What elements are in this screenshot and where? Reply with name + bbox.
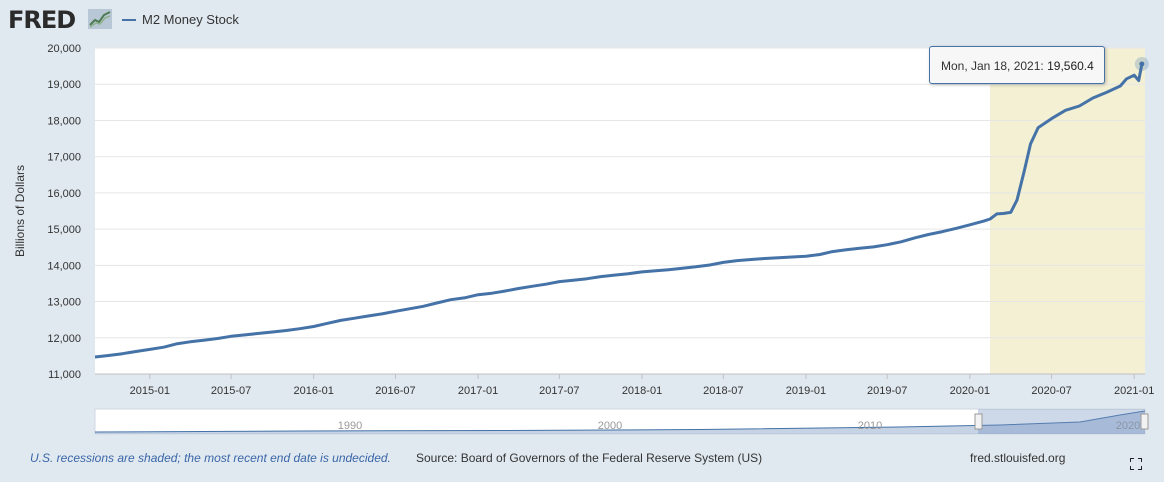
fullscreen-icon[interactable] [1130, 458, 1142, 470]
y-tick-label: 16,000 [47, 188, 81, 200]
x-tick-label: 2018-01 [622, 385, 662, 397]
navigator-series-area [95, 411, 1145, 434]
navigator-label: 2010 [858, 420, 882, 432]
x-tick-label: 2018-07 [703, 385, 743, 397]
x-tick-label: 2015-01 [130, 385, 170, 397]
y-tick-label: 14,000 [47, 260, 81, 272]
y-tick-label: 19,000 [47, 79, 81, 91]
navigator-selection [978, 409, 1145, 434]
navigator-handle-right[interactable] [1140, 413, 1149, 430]
navigator-label: 2000 [598, 420, 622, 432]
x-tick-label: 2016-01 [294, 385, 334, 397]
recession-note: U.S. recessions are shaded; the most rec… [30, 451, 391, 465]
navigator-label: 1990 [338, 420, 362, 432]
y-tick-label: 18,000 [47, 115, 81, 127]
x-tick-label: 2016-07 [375, 385, 415, 397]
y-tick-label: 17,000 [47, 152, 81, 164]
x-tick-label: 2015-07 [211, 385, 251, 397]
x-tick-label: 2019-01 [786, 385, 826, 397]
x-tick-label: 2020-07 [1031, 385, 1071, 397]
recession-band [990, 48, 1145, 374]
tooltip-date: Mon, Jan 18, 2021: [941, 59, 1044, 73]
y-tick-label: 15,000 [47, 224, 81, 236]
chart-legend[interactable]: M2 Money Stock [122, 12, 239, 27]
y-tick-label: 20,000 [47, 43, 81, 55]
y-tick-label: 12,000 [47, 333, 81, 345]
plot-area [95, 48, 1145, 374]
hover-point [1139, 61, 1145, 67]
x-tick-label: 2021-01 [1114, 385, 1154, 397]
navigator-series-line [94, 410, 1146, 433]
x-tick-label: 2020-01 [950, 385, 990, 397]
x-tick-label: 2017-07 [539, 385, 579, 397]
y-axis-label: Billions of Dollars [13, 165, 27, 257]
legend-series-label: M2 Money Stock [142, 12, 239, 27]
y-tick-label: 13,000 [47, 297, 81, 309]
y-tick-label: 11,000 [48, 369, 81, 381]
source-url[interactable]: fred.stlouisfed.org [970, 451, 1066, 465]
source-text: Source: Board of Governors of the Federa… [416, 451, 763, 465]
chart-header: FRED M2 Money Stock [0, 0, 1164, 40]
navigator-handle-left[interactable] [974, 413, 983, 430]
tooltip-value: 19,560.4 [1047, 59, 1094, 73]
fred-logo[interactable]: FRED [8, 6, 76, 34]
x-tick-label: 2019-07 [867, 385, 907, 397]
x-tick-label: 2017-01 [458, 385, 498, 397]
series-line [94, 63, 1144, 359]
navigator-label: 2020 [1116, 420, 1140, 432]
fred-chart-icon [88, 9, 112, 29]
legend-swatch [122, 18, 136, 21]
data-tooltip: Mon, Jan 18, 2021: 19,560.4 [929, 46, 1105, 84]
